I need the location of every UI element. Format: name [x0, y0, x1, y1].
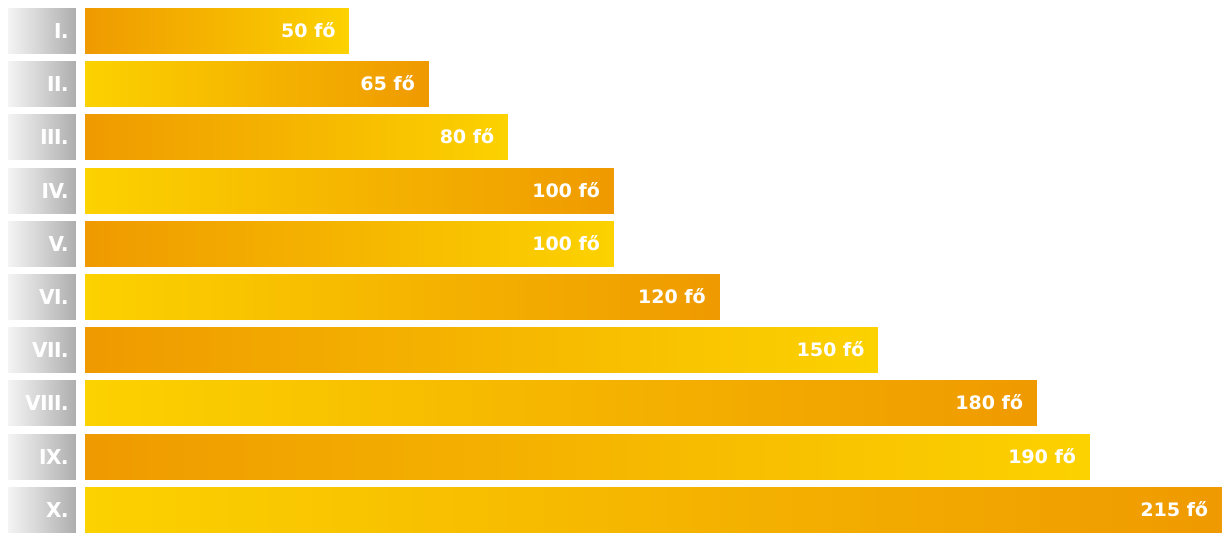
bar	[85, 167, 614, 214]
value-label: 100 fő	[532, 179, 600, 202]
category-label: VI.	[8, 274, 76, 320]
bar-row: II. 65 fő	[0, 61, 1222, 108]
bar-row: I. 50 fő	[0, 8, 1222, 54]
value-label: 180 fő	[955, 392, 1023, 415]
value-label: 120 fő	[638, 286, 706, 308]
bar-row: X. 215 fő	[0, 486, 1222, 533]
bar	[85, 61, 429, 108]
bar-row: III. 80 fő	[0, 114, 1222, 161]
category-label: IX.	[8, 433, 76, 480]
category-label: II.	[8, 61, 76, 108]
category-label: I.	[8, 8, 76, 54]
bar-row: IV. 100 fő	[0, 167, 1222, 214]
bar	[85, 114, 509, 161]
bar	[85, 8, 350, 54]
category-label: III.	[8, 114, 76, 161]
bar	[85, 486, 1222, 533]
value-label: 150 fő	[796, 339, 865, 362]
bar	[85, 220, 614, 267]
value-label: 190 fő	[1008, 445, 1076, 468]
category-label: X.	[8, 486, 76, 533]
value-label: 215 fő	[1140, 498, 1208, 521]
bar-row: VI. 120 fő	[0, 274, 1222, 320]
value-label: 80 fő	[439, 126, 495, 149]
value-label: 100 fő	[532, 232, 600, 255]
category-label: VIII.	[8, 380, 76, 427]
bar-row: V. 100 fő	[0, 220, 1222, 267]
bar-row: VII. 150 fő	[0, 327, 1222, 374]
bar-row: IX. 190 fő	[0, 433, 1222, 480]
bar	[85, 327, 879, 374]
category-label: IV.	[8, 167, 76, 214]
bar	[85, 433, 1090, 480]
bar	[85, 380, 1037, 427]
category-label: VII.	[8, 327, 76, 374]
value-label: 50 fő	[281, 20, 336, 42]
bar-row: VIII. 180 fő	[0, 380, 1222, 427]
value-label: 65 fő	[360, 73, 415, 96]
bar	[85, 274, 720, 320]
category-label: V.	[8, 220, 76, 267]
